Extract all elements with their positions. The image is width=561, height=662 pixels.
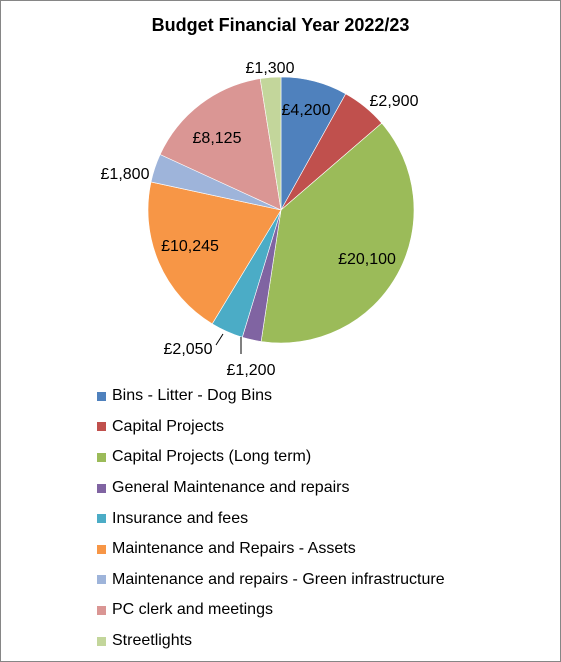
legend-item: Capital Projects <box>97 412 445 443</box>
legend-item: Maintenance and Repairs - Assets <box>97 534 445 565</box>
pie-slice-8 <box>159 78 282 211</box>
legend-item: Insurance and fees <box>97 503 445 534</box>
legend-swatch <box>97 422 106 432</box>
legend-label: Streetlights <box>112 632 193 650</box>
legend-swatch <box>97 544 106 554</box>
legend-label: General Maintenance and repairs <box>112 479 350 497</box>
legend: Bins - Litter - Dog Bins Capital Projects… <box>97 381 445 656</box>
pie-chart: £4,200 £2,900 £20,100 £1,200 £2,050 £10,245 £1… <box>101 60 419 379</box>
data-label-5: £2,050 <box>164 341 213 358</box>
legend-swatch <box>97 483 106 493</box>
legend-label: Capital Projects <box>112 417 225 435</box>
legend-item: Capital Projects (Long term) <box>97 442 445 473</box>
legend-label: Maintenance and Repairs - Assets <box>112 540 356 558</box>
legend-item: Maintenance and repairs - Green infrastr… <box>97 565 445 596</box>
legend-label: Maintenance and repairs - Green infrastr… <box>112 570 445 588</box>
legend-label: Insurance and fees <box>112 509 249 527</box>
legend-swatch <box>97 575 106 585</box>
legend-item: Bins - Litter - Dog Bins <box>97 381 445 412</box>
legend-label: Capital Projects (Long term) <box>112 448 312 466</box>
pie-slice-3 <box>260 122 415 344</box>
pie-slice-6 <box>147 181 282 325</box>
data-label-7: £1,800 <box>101 166 150 183</box>
data-label-2: £2,900 <box>370 93 419 110</box>
legend-label: Bins - Litter - Dog Bins <box>112 387 273 405</box>
pie-slice-9 <box>259 76 282 211</box>
data-label-4: £1,200 <box>227 362 276 379</box>
legend-item: Streetlights <box>97 626 445 657</box>
chart-title: Budget Financial Year 2022/23 <box>151 15 410 35</box>
data-label-6: £10,245 <box>161 238 219 255</box>
legend-swatch <box>97 452 106 462</box>
data-label-1: £4,200 <box>282 102 331 119</box>
data-label-9: £1,300 <box>246 60 295 77</box>
data-label-3: £20,100 <box>338 251 396 268</box>
leader-line-5 <box>215 333 224 346</box>
data-label-8: £8,125 <box>193 130 242 147</box>
legend-item: General Maintenance and repairs <box>97 473 445 504</box>
legend-swatch <box>97 514 106 524</box>
legend-swatch <box>97 636 106 646</box>
legend-item: PC clerk and meetings <box>97 595 445 626</box>
legend-swatch <box>97 391 106 401</box>
legend-swatch <box>97 605 106 615</box>
legend-label: PC clerk and meetings <box>112 601 273 619</box>
